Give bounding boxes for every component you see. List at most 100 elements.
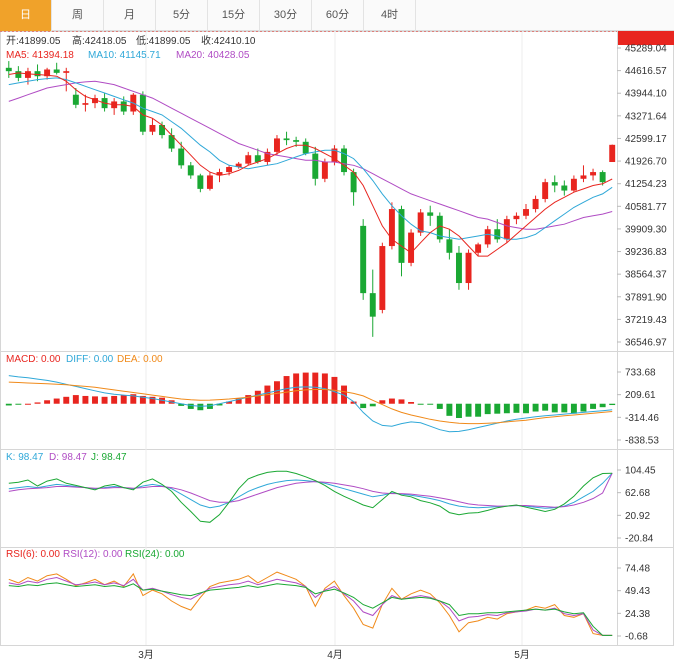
macd-bar-23	[226, 401, 233, 404]
info-high: 高:42418.05	[72, 34, 127, 47]
diff-line	[8, 375, 613, 433]
macd-bar-30	[293, 373, 300, 404]
macd-bar-31	[302, 372, 309, 404]
main-tick-label-11: 37891.90	[625, 292, 667, 303]
macd-bar-52	[503, 403, 510, 414]
macd-bar-46	[446, 403, 453, 416]
candle-body-26	[254, 155, 261, 162]
candle-body-39	[379, 246, 386, 310]
candle-body-52	[503, 219, 510, 240]
candle-body-32	[312, 153, 319, 179]
candle-body-6	[63, 71, 70, 73]
candle-body-53	[513, 215, 520, 220]
main-tick-label-4: 42599.17	[625, 134, 667, 145]
macd-bar-58	[561, 403, 568, 413]
main-tick-label-12: 37219.43	[625, 315, 667, 326]
candle-body-31	[302, 141, 309, 154]
candle-body-7	[72, 94, 79, 105]
tab-1[interactable]: 周	[52, 0, 104, 31]
tab-7[interactable]: 4时	[364, 0, 416, 31]
rsi12-label: RSI(12): 0.00	[63, 549, 123, 560]
rsi-tick-label-0: 74.48	[625, 564, 650, 575]
candle-body-56	[542, 182, 549, 199]
candle-body-5	[53, 69, 60, 73]
candle-body-40	[388, 209, 395, 247]
info-low: 低:41899.05	[136, 34, 191, 47]
ma5-line	[8, 72, 613, 257]
macd-bar-32	[312, 372, 319, 404]
macd-bar-48	[465, 403, 472, 417]
macd-bar-51	[494, 403, 501, 414]
candle-body-57	[551, 182, 558, 186]
chart-area: 开:41899.05 高:42418.05 低:41899.05 收:42410…	[0, 31, 674, 661]
candle-body-30	[293, 140, 300, 142]
candle-body-46	[446, 239, 453, 253]
period-tabs: 日周月 5分 15分 30分 60分 4时	[0, 0, 674, 31]
macd-bar-45	[436, 403, 443, 409]
x-label-1: 4月	[327, 649, 343, 661]
macd-bar-38	[369, 403, 376, 407]
tab-3[interactable]: 5分	[156, 0, 208, 31]
main-tick-label-9: 39236.83	[625, 247, 667, 258]
candle-body-0	[5, 67, 12, 72]
macd-bar-61	[590, 403, 597, 409]
candle-body-44	[427, 212, 434, 216]
candle-body-9	[92, 98, 98, 104]
candle-body-15	[149, 124, 156, 132]
info-ma10: MA10: 41145.71	[88, 50, 161, 61]
candle-body-28	[274, 138, 280, 152]
candle-body-1	[15, 71, 22, 78]
macd-bar-56	[542, 403, 549, 411]
macd-bar-60	[580, 403, 587, 412]
kdj-tick-label-0: 104.45	[625, 466, 656, 477]
macd-bar-6	[63, 396, 70, 404]
info-open: 开:41899.05	[6, 36, 61, 47]
candle-body-63	[609, 144, 616, 163]
macd-bar-19	[187, 403, 194, 409]
macd-bar-40	[388, 398, 395, 404]
candle-body-41	[398, 209, 405, 263]
candle-body-45	[436, 215, 443, 240]
x-label-0: 3月	[138, 649, 154, 661]
macd-bar-55	[532, 403, 539, 412]
rsi24-label: RSI(24): 0.00	[125, 549, 185, 560]
tab-4[interactable]: 15分	[208, 0, 260, 31]
candle-body-61	[590, 172, 597, 176]
macd-bar-18	[178, 403, 185, 406]
macd-bar-10	[101, 396, 108, 404]
macd-bar-24	[235, 398, 242, 404]
candle-body-22	[216, 172, 223, 176]
kdj-tick-label-1: 62.68	[625, 488, 650, 499]
macd-bar-9	[92, 396, 98, 404]
kdj-tick-label-3: -20.84	[625, 534, 654, 545]
panel-frame-3	[0, 547, 674, 646]
rsi24-line	[8, 582, 613, 636]
macd-bar-28	[274, 381, 280, 404]
candle-body-38	[369, 293, 376, 317]
tab-5[interactable]: 30分	[260, 0, 312, 31]
main-tick-label-10: 38564.37	[625, 270, 667, 281]
candle-body-36	[350, 172, 357, 193]
rsi-tick-label-2: 24.38	[625, 609, 650, 620]
macd-bar-25	[245, 395, 252, 404]
candle-body-21	[206, 175, 213, 189]
last-price-tag	[618, 31, 674, 45]
info-ma5: MA5: 41394.18	[6, 50, 74, 61]
macd-bar-12	[120, 395, 127, 404]
candle-body-8	[82, 103, 89, 105]
candle-body-43	[417, 212, 424, 233]
rsi12-line	[8, 576, 613, 636]
x-label-2: 5月	[514, 649, 530, 661]
macd-label: MACD: 0.00	[6, 354, 61, 365]
macd-bar-39	[379, 400, 386, 404]
tab-0[interactable]: 日	[0, 0, 52, 31]
main-tick-label-7: 40581.77	[625, 202, 667, 213]
rsi6-label: RSI(6): 0.00	[6, 549, 60, 560]
macd-bar-43	[417, 403, 424, 405]
candle-body-34	[331, 148, 338, 162]
tab-2[interactable]: 月	[104, 0, 156, 31]
tab-6[interactable]: 60分	[312, 0, 364, 31]
j-line	[8, 470, 613, 523]
main-tick-label-2: 43944.10	[625, 89, 667, 100]
candle-body-23	[226, 167, 233, 173]
